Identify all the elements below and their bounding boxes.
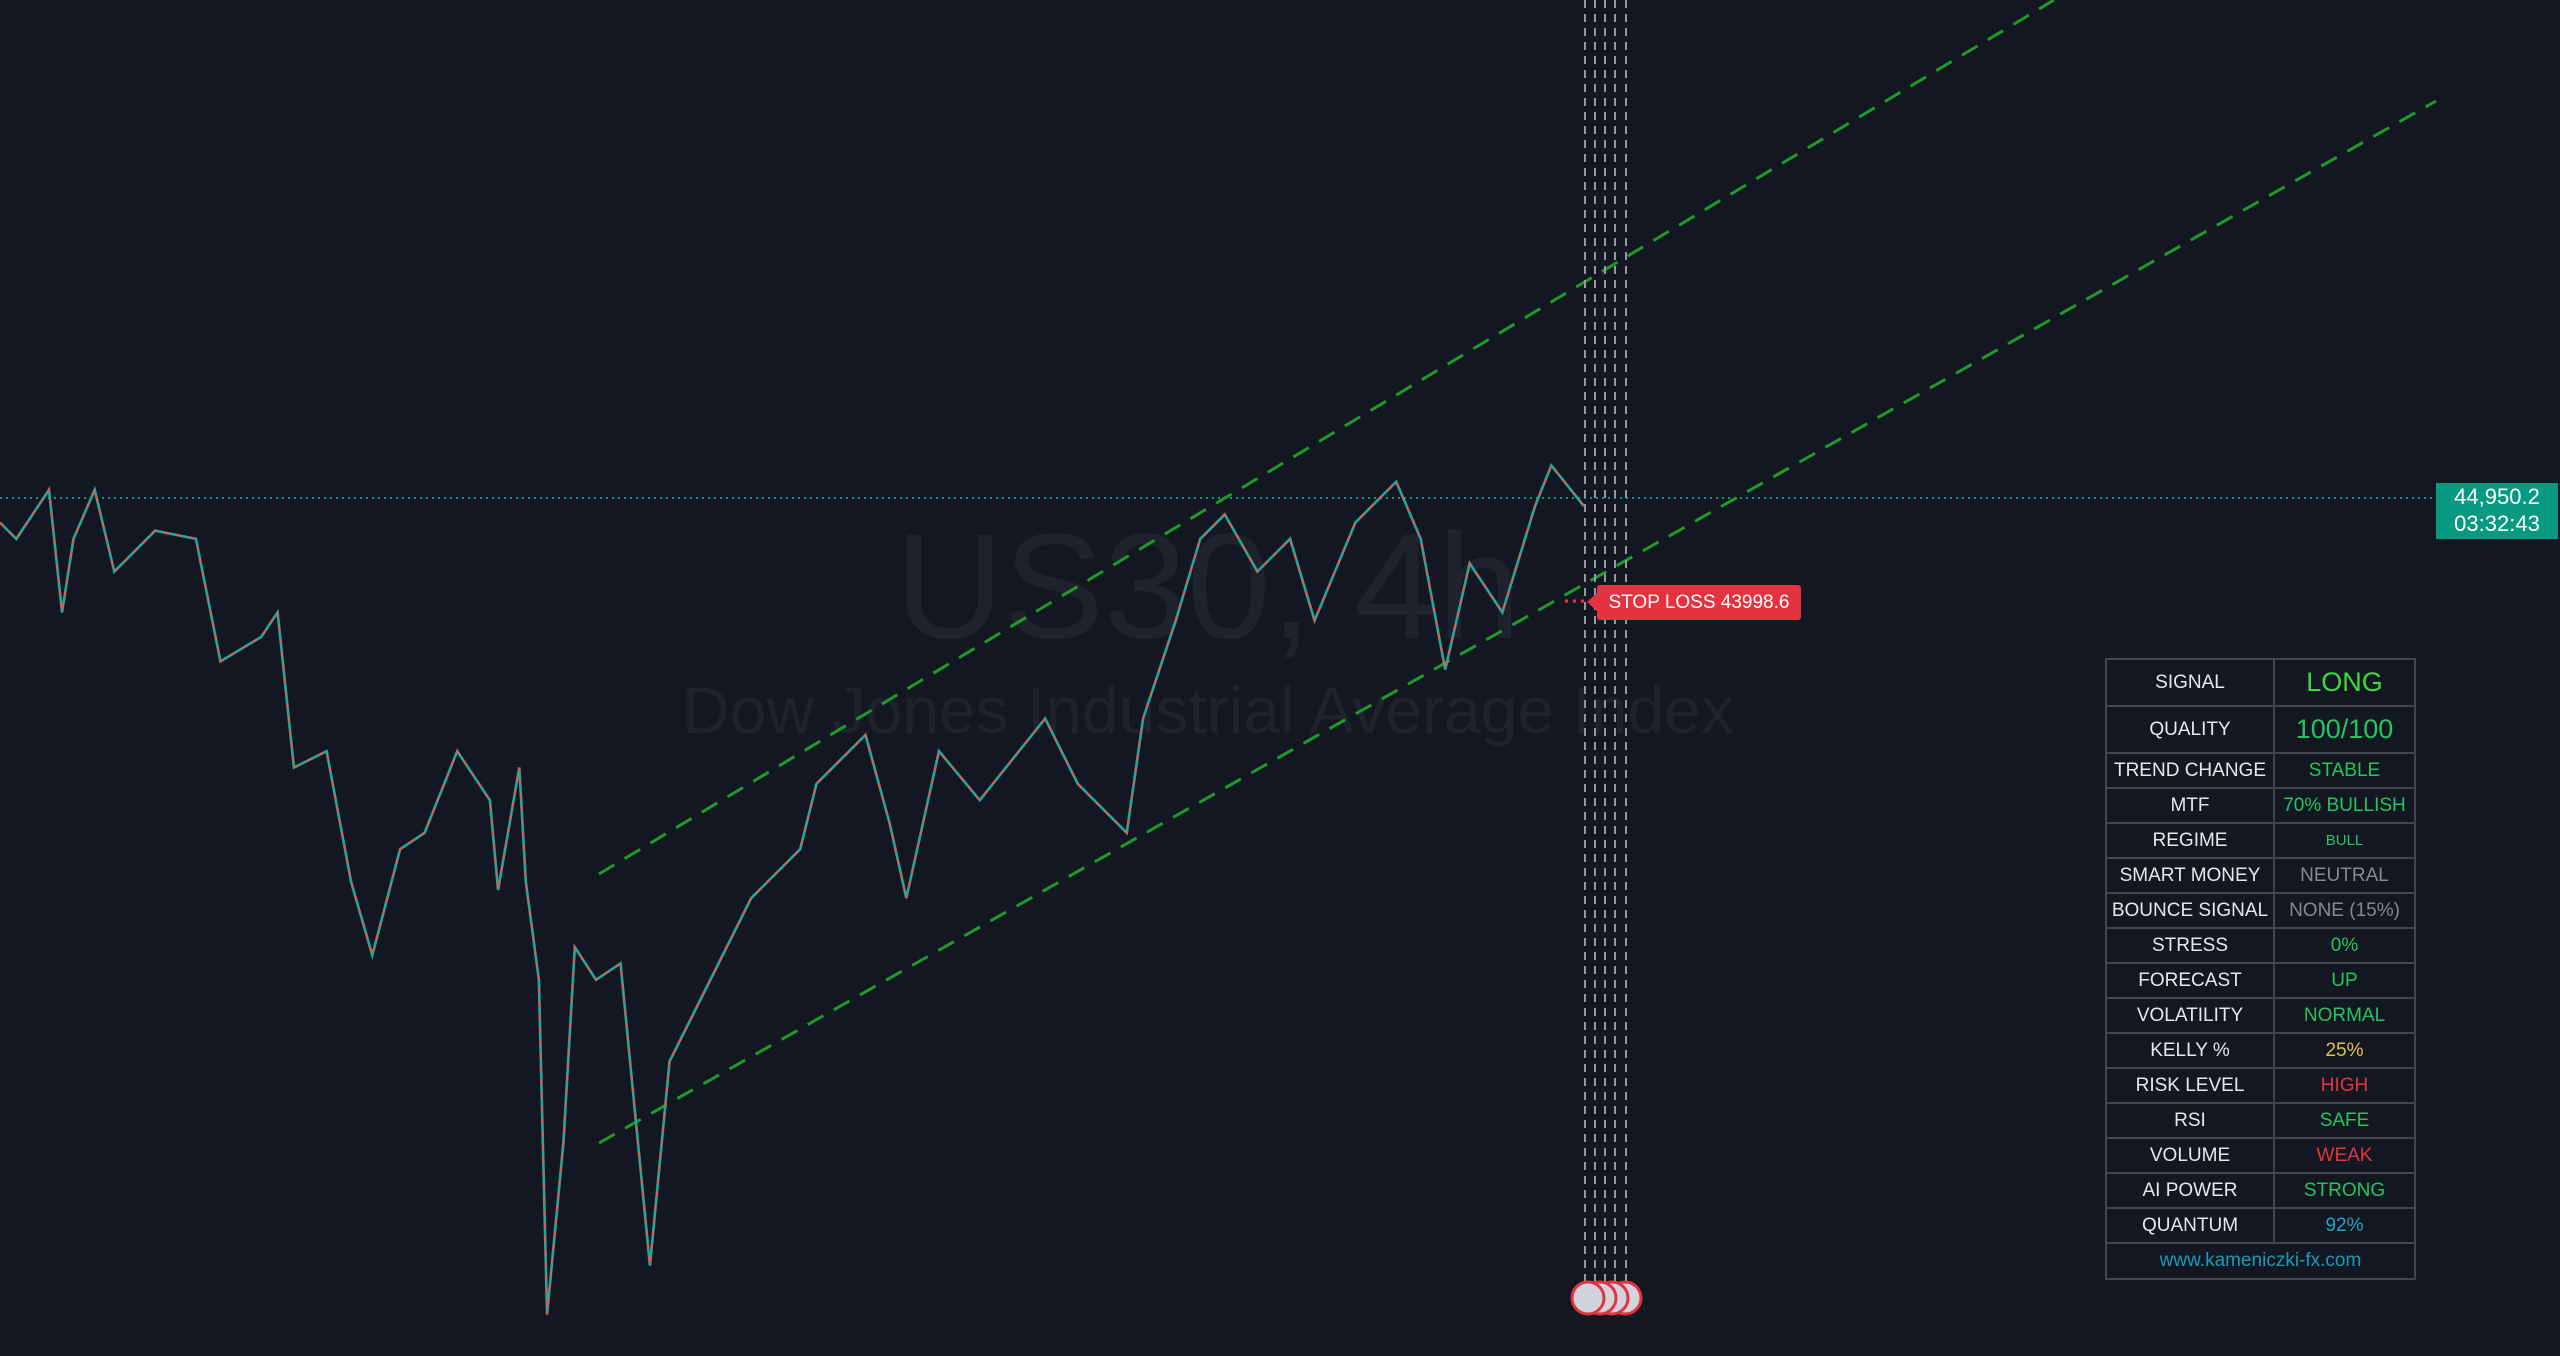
channel-lower — [598, 99, 2437, 1145]
row-value: HIGH — [2273, 1067, 2416, 1104]
row-label: MTF — [2105, 787, 2275, 824]
price-label: 44,950.2 03:32:43 — [2436, 483, 2558, 539]
row-label: SMART MONEY — [2105, 857, 2275, 894]
table-row: TREND CHANGE STABLE — [2105, 752, 2416, 789]
table-row: RISK LEVEL HIGH — [2105, 1067, 2416, 1104]
bar-countdown: 03:32:43 — [2454, 511, 2540, 536]
row-label: TREND CHANGE — [2105, 752, 2275, 789]
row-value: BULL — [2273, 822, 2416, 859]
table-row: QUANTUM 92% — [2105, 1207, 2416, 1244]
signal-table: SIGNAL LONG QUALITY 100/100 TREND CHANGE STAB… — [2105, 658, 2416, 1280]
row-label: KELLY % — [2105, 1032, 2275, 1069]
row-label: AI POWER — [2105, 1172, 2275, 1209]
row-value: 92% — [2273, 1207, 2416, 1244]
row-label: QUALITY — [2105, 705, 2275, 754]
row-label: QUANTUM — [2105, 1207, 2275, 1244]
row-label: REGIME — [2105, 822, 2275, 859]
table-row: KELLY % 25% — [2105, 1032, 2416, 1069]
event-flags — [1570, 1280, 1643, 1316]
channel-upper — [598, 0, 2055, 876]
last-price: 44,950.2 — [2454, 484, 2540, 509]
row-value: 100/100 — [2273, 705, 2416, 754]
table-row: VOLATILITY NORMAL — [2105, 997, 2416, 1034]
row-value: 70% BULLISH — [2273, 787, 2416, 824]
price-series — [0, 462, 1586, 1315]
row-value: UP — [2273, 962, 2416, 999]
row-value: NORMAL — [2273, 997, 2416, 1034]
row-value: LONG — [2273, 658, 2416, 707]
table-row: VOLUME WEAK — [2105, 1137, 2416, 1174]
table-row: REGIME BULL — [2105, 822, 2416, 859]
row-label: BOUNCE SIGNAL — [2105, 892, 2275, 929]
website: www.kameniczki-fx.com — [2105, 1242, 2416, 1280]
table-row: FORECAST UP — [2105, 962, 2416, 999]
session-lines — [1584, 0, 1627, 1282]
row-label: RSI — [2105, 1102, 2275, 1139]
table-row: RSI SAFE — [2105, 1102, 2416, 1139]
row-value: 0% — [2273, 927, 2416, 964]
table-row: QUALITY 100/100 — [2105, 705, 2416, 754]
row-value: 25% — [2273, 1032, 2416, 1069]
row-label: SIGNAL — [2105, 658, 2275, 707]
row-value: WEAK — [2273, 1137, 2416, 1174]
row-value: SAFE — [2273, 1102, 2416, 1139]
table-row: SIGNAL LONG — [2105, 658, 2416, 707]
row-label: VOLUME — [2105, 1137, 2275, 1174]
row-value: NEUTRAL — [2273, 857, 2416, 894]
row-label: STRESS — [2105, 927, 2275, 964]
row-label: RISK LEVEL — [2105, 1067, 2275, 1104]
row-label: FORECAST — [2105, 962, 2275, 999]
watermark-description: Dow Jones Industrial Average Index — [682, 673, 1734, 747]
row-value: STRONG — [2273, 1172, 2416, 1209]
stop-loss-label: STOP LOSS 43998.6 — [1587, 585, 1801, 620]
table-row: AI POWER STRONG — [2105, 1172, 2416, 1209]
row-label: VOLATILITY — [2105, 997, 2275, 1034]
table-row: STRESS 0% — [2105, 927, 2416, 964]
row-value: STABLE — [2273, 752, 2416, 789]
table-footer-row: www.kameniczki-fx.com — [2105, 1242, 2416, 1280]
table-row: BOUNCE SIGNAL NONE (15%) — [2105, 892, 2416, 929]
table-row: SMART MONEY NEUTRAL — [2105, 857, 2416, 894]
row-value: NONE (15%) — [2273, 892, 2416, 929]
table-row: MTF 70% BULLISH — [2105, 787, 2416, 824]
